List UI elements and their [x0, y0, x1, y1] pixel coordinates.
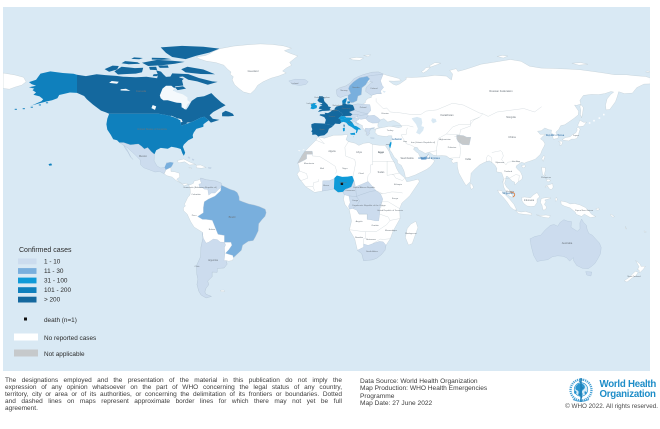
svg-text:Iraq: Iraq — [403, 140, 408, 143]
svg-text:Mozambique: Mozambique — [385, 230, 398, 232]
svg-text:Confirmed cases: Confirmed cases — [19, 247, 72, 254]
svg-text:Greenland: Greenland — [248, 70, 259, 73]
svg-text:Colombia: Colombia — [191, 194, 201, 196]
svg-text:31 - 100: 31 - 100 — [44, 278, 68, 285]
svg-text:Belgium: Belgium — [330, 110, 338, 112]
svg-text:Democratic Republic of the Con: Democratic Republic of the Congo — [352, 204, 386, 207]
svg-text:Sudan: Sudan — [378, 172, 385, 174]
svg-text:Netherlands: Netherlands — [333, 104, 344, 107]
svg-text:United Republic of Tanzania: United Republic of Tanzania — [377, 209, 404, 212]
svg-text:Egypt: Egypt — [378, 151, 384, 154]
svg-text:Madagascar: Madagascar — [405, 232, 417, 235]
svg-text:Spain: Spain — [319, 129, 325, 131]
svg-text:Botswana: Botswana — [366, 238, 376, 241]
svg-text:1 - 10: 1 - 10 — [44, 259, 61, 266]
svg-text:Papua New Guinea: Papua New Guinea — [575, 210, 594, 212]
svg-text:Central African Republic: Central African Republic — [353, 186, 375, 189]
svg-text:Chile: Chile — [195, 266, 201, 268]
svg-text:Algeria: Algeria — [328, 150, 336, 153]
svg-text:Philippines: Philippines — [541, 177, 551, 179]
svg-text:Congo: Congo — [352, 200, 359, 202]
svg-text:Republic of Korea: Republic of Korea — [546, 134, 565, 137]
svg-text:Kenya: Kenya — [392, 198, 399, 200]
svg-text:Libya: Libya — [356, 152, 362, 154]
svg-text:Angola: Angola — [356, 220, 364, 223]
svg-text:Myanmar: Myanmar — [496, 161, 505, 164]
svg-text:Egypt: Egypt — [378, 151, 384, 154]
svg-text:Mauritania: Mauritania — [304, 162, 315, 165]
svg-text:Sweden: Sweden — [352, 87, 360, 89]
svg-text:Lebanon: Lebanon — [392, 137, 403, 141]
svg-text:Mongolia: Mongolia — [506, 117, 516, 119]
svg-text:Chad: Chad — [358, 173, 364, 175]
svg-text:Russian Federation: Russian Federation — [489, 89, 513, 93]
svg-text:China: China — [508, 135, 516, 139]
svg-text:Australia: Australia — [562, 241, 573, 245]
svg-text:Venezuela (Bolivarian Republic: Venezuela (Bolivarian Republic of) — [183, 186, 217, 189]
svg-text:Mexico: Mexico — [139, 155, 148, 158]
svg-text:India: India — [465, 157, 471, 161]
svg-text:Iceland: Iceland — [292, 83, 300, 85]
svg-text:Turkey: Turkey — [387, 129, 395, 132]
svg-text:Ukraine: Ukraine — [381, 112, 389, 115]
svg-text:Thailand: Thailand — [504, 171, 513, 173]
svg-text:Ireland: Ireland — [307, 102, 314, 105]
svg-text:Japan: Japan — [573, 135, 580, 137]
svg-text:Poland: Poland — [360, 107, 367, 109]
svg-text:Canada: Canada — [136, 89, 147, 93]
svg-text:Ghana: Ghana — [323, 185, 330, 187]
svg-text:Ethiopia: Ethiopia — [394, 183, 403, 186]
svg-text:Malaysia: Malaysia — [506, 191, 515, 193]
svg-text:Not applicable: Not applicable — [44, 351, 85, 358]
svg-text:Peru: Peru — [192, 214, 197, 217]
svg-text:Finland: Finland — [371, 88, 379, 90]
svg-text:Bolivia: Bolivia — [209, 229, 216, 231]
svg-text:South Africa: South Africa — [366, 250, 379, 253]
svg-text:Pakistan: Pakistan — [448, 146, 457, 149]
svg-text:Germany: Germany — [342, 107, 352, 110]
svg-text:United Kingdom: United Kingdom — [314, 96, 330, 99]
svg-text:Kazakhstan: Kazakhstan — [440, 114, 454, 117]
svg-text:France: France — [329, 115, 336, 118]
svg-text:Afghanistan: Afghanistan — [439, 138, 451, 141]
svg-text:Iran (Islamic Republic of): Iran (Islamic Republic of) — [411, 141, 435, 144]
svg-text:Zambia: Zambia — [371, 225, 379, 227]
svg-text:Singapore: Singapore — [502, 192, 514, 195]
svg-text:Italy: Italy — [348, 121, 353, 124]
svg-text:Nigeria: Nigeria — [340, 181, 348, 184]
svg-text:United Arab Emirates: United Arab Emirates — [418, 157, 441, 160]
svg-text:Saudi Arabia: Saudi Arabia — [400, 157, 414, 160]
svg-text:Viet Nam: Viet Nam — [512, 160, 521, 163]
svg-text:No reported cases: No reported cases — [44, 335, 96, 342]
svg-text:Argentina: Argentina — [208, 259, 219, 262]
svg-text:United States of America: United States of America — [137, 127, 167, 131]
svg-text:Cameroon: Cameroon — [345, 189, 356, 192]
svg-text:Norway: Norway — [340, 89, 348, 92]
svg-text:101 - 200: 101 - 200 — [44, 287, 71, 294]
svg-text:Niger: Niger — [342, 167, 347, 170]
svg-text:New Zealand: New Zealand — [628, 276, 642, 278]
svg-text:Indonesia: Indonesia — [524, 200, 535, 202]
svg-text:death (n=1): death (n=1) — [44, 317, 77, 324]
svg-text:Mali: Mali — [320, 168, 325, 170]
svg-text:Brazil: Brazil — [229, 215, 236, 219]
svg-text:11 - 30: 11 - 30 — [44, 268, 64, 275]
svg-text:> 200: > 200 — [44, 297, 61, 304]
svg-text:Namibia: Namibia — [355, 237, 364, 239]
